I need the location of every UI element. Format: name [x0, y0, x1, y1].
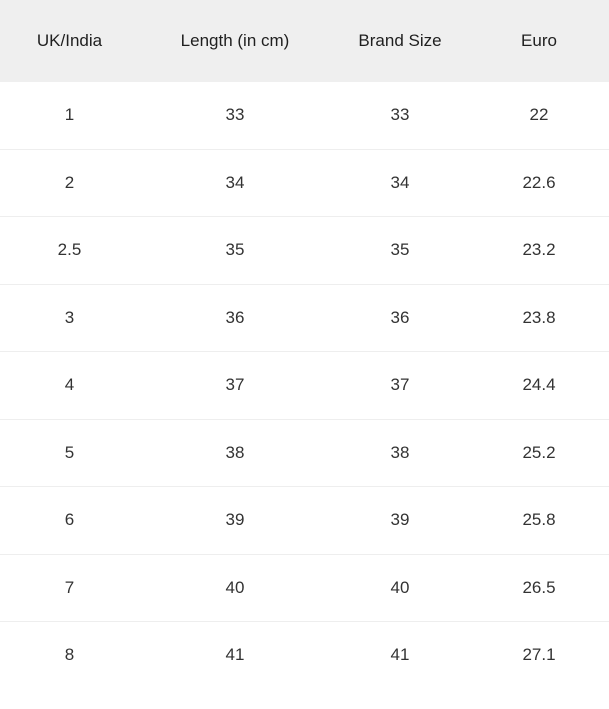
- cell-length: 39: [139, 486, 331, 554]
- cell-uk-india: 8: [0, 621, 139, 689]
- table-row: 7 40 40 26.5: [0, 553, 609, 622]
- cell-uk-india: 5: [0, 418, 139, 487]
- table-row: 3 36 36 23.8: [0, 283, 609, 352]
- cell-uk-india: 2.5: [0, 216, 139, 284]
- table-row: 1 33 33 22: [0, 82, 609, 149]
- cell-uk-india: 6: [0, 486, 139, 554]
- cell-euro: 25.8: [469, 486, 609, 554]
- cell-brand-size: 36: [331, 283, 469, 352]
- cell-brand-size: 35: [331, 216, 469, 284]
- cell-brand-size: 39: [331, 486, 469, 554]
- cell-uk-india: 1: [0, 82, 139, 149]
- table-row: 4 37 37 24.4: [0, 351, 609, 419]
- table-row: 2 34 34 22.6: [0, 148, 609, 217]
- cell-euro: 23.8: [469, 283, 609, 352]
- column-header-uk-india: UK/India: [0, 0, 139, 82]
- table-row: 6 39 39 25.8: [0, 486, 609, 554]
- column-header-length: Length (in cm): [139, 0, 331, 82]
- cell-length: 35: [139, 216, 331, 284]
- cell-brand-size: 37: [331, 351, 469, 419]
- cell-euro: 23.2: [469, 216, 609, 284]
- cell-length: 37: [139, 351, 331, 419]
- cell-length: 41: [139, 621, 331, 689]
- cell-length: 33: [139, 82, 331, 149]
- cell-brand-size: 34: [331, 148, 469, 217]
- table-row: 8 41 41 27.1: [0, 621, 609, 689]
- cell-length: 38: [139, 418, 331, 487]
- cell-brand-size: 40: [331, 553, 469, 622]
- cell-euro: 26.5: [469, 553, 609, 622]
- cell-euro: 22.6: [469, 148, 609, 217]
- cell-brand-size: 33: [331, 82, 469, 149]
- cell-brand-size: 38: [331, 418, 469, 487]
- cell-euro: 27.1: [469, 621, 609, 689]
- size-chart-table: UK/India Length (in cm) Brand Size Euro …: [0, 0, 609, 689]
- cell-euro: 22: [469, 82, 609, 149]
- cell-length: 34: [139, 148, 331, 217]
- cell-euro: 24.4: [469, 351, 609, 419]
- cell-length: 40: [139, 553, 331, 622]
- cell-uk-india: 7: [0, 553, 139, 622]
- cell-euro: 25.2: [469, 418, 609, 487]
- cell-length: 36: [139, 283, 331, 352]
- table-row: 5 38 38 25.2: [0, 418, 609, 487]
- column-header-euro: Euro: [469, 0, 609, 82]
- cell-brand-size: 41: [331, 621, 469, 689]
- cell-uk-india: 4: [0, 351, 139, 419]
- cell-uk-india: 3: [0, 283, 139, 352]
- column-header-brand-size: Brand Size: [331, 0, 469, 82]
- table-row: 2.5 35 35 23.2: [0, 216, 609, 284]
- table-header: UK/India Length (in cm) Brand Size Euro: [0, 0, 609, 82]
- table-body: 1 33 33 22 2 34 34 22.6 2.5 35 35 23.2 3…: [0, 82, 609, 689]
- cell-uk-india: 2: [0, 148, 139, 217]
- table-header-row: UK/India Length (in cm) Brand Size Euro: [0, 0, 609, 82]
